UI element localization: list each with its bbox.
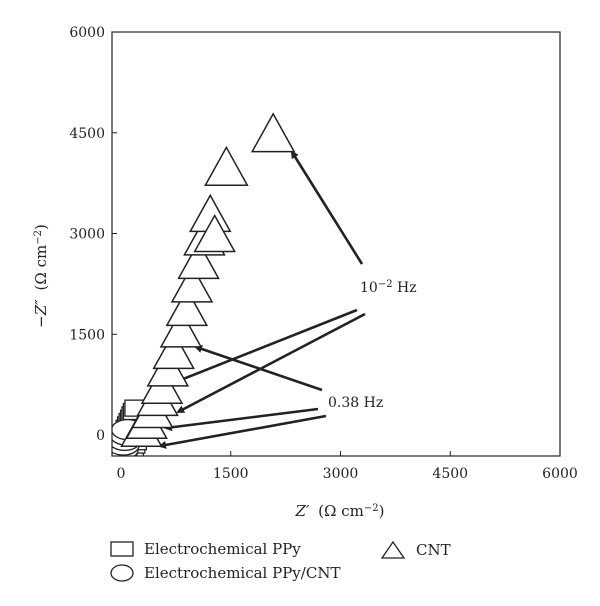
y-tick-labels: 0 1500 3000 4500 6000 [69, 25, 105, 444]
triangle-marker-icon [380, 540, 406, 559]
plot-frame [111, 31, 561, 457]
cnt-point [170, 264, 214, 303]
annotation-0-38-hz: 0.38 Hz [328, 395, 383, 411]
legend-item-cnt: CNT [380, 540, 451, 560]
cnt-point [159, 309, 203, 348]
y-tick-label: 1500 [69, 327, 105, 343]
cnt-point [152, 330, 195, 370]
legend-item-ppy: Electrochemical PPy [110, 540, 301, 558]
annotation-10-2-hz: 10−2 Hz [360, 279, 417, 297]
cnt-point [165, 287, 209, 327]
y-axis-label: −Z″ (Ω cm−2) [32, 224, 50, 328]
x-axis-label: Z′ (Ω cm−2) [295, 502, 385, 520]
x-tick-label: 0 [117, 466, 126, 482]
y-tick-label: 0 [96, 428, 105, 444]
x-tick-labels: 0 1500 3000 4500 6000 [117, 466, 578, 482]
y-tick-label: 3000 [69, 227, 105, 243]
annotation-arrow [194, 345, 323, 392]
impedance-chart: 0 1500 3000 4500 6000 0 1500 3000 4500 6000 Z′ (… [32, 25, 578, 520]
legend: Electrochemical PPy Electrochemical PPy/… [110, 540, 530, 600]
annotation-arrow [164, 407, 319, 432]
plot-background [112, 32, 560, 456]
x-tick-label: 4500 [432, 466, 468, 482]
legend-item-ppy-cnt: Electrochemical PPy/CNT [110, 564, 340, 582]
y-tick-label: 6000 [69, 25, 105, 41]
square-marker-icon [110, 541, 134, 557]
x-tick-label: 3000 [323, 466, 359, 482]
cnt-point [250, 112, 296, 153]
plot-area [112, 32, 560, 456]
circle-marker-icon [110, 564, 134, 582]
legend-label-ppy-cnt: Electrochemical PPy/CNT [144, 564, 341, 582]
annotation-arrow [176, 312, 366, 414]
cnt-point [177, 240, 220, 280]
annotation-arrow [290, 150, 364, 265]
annotation-arrow [158, 414, 327, 449]
annotation-arrows [158, 150, 366, 449]
cnt-point [204, 145, 249, 186]
x-tick-label: 6000 [542, 466, 578, 482]
data-marks [112, 112, 296, 456]
cnt-point [193, 213, 236, 253]
legend-label-ppy: Electrochemical PPy [144, 540, 301, 558]
legend-label-cnt: CNT [416, 541, 451, 559]
x-tick-label: 1500 [213, 466, 249, 482]
plot-border [111, 31, 561, 457]
annotation-arrow [166, 308, 358, 387]
y-tick-label: 4500 [69, 126, 105, 142]
